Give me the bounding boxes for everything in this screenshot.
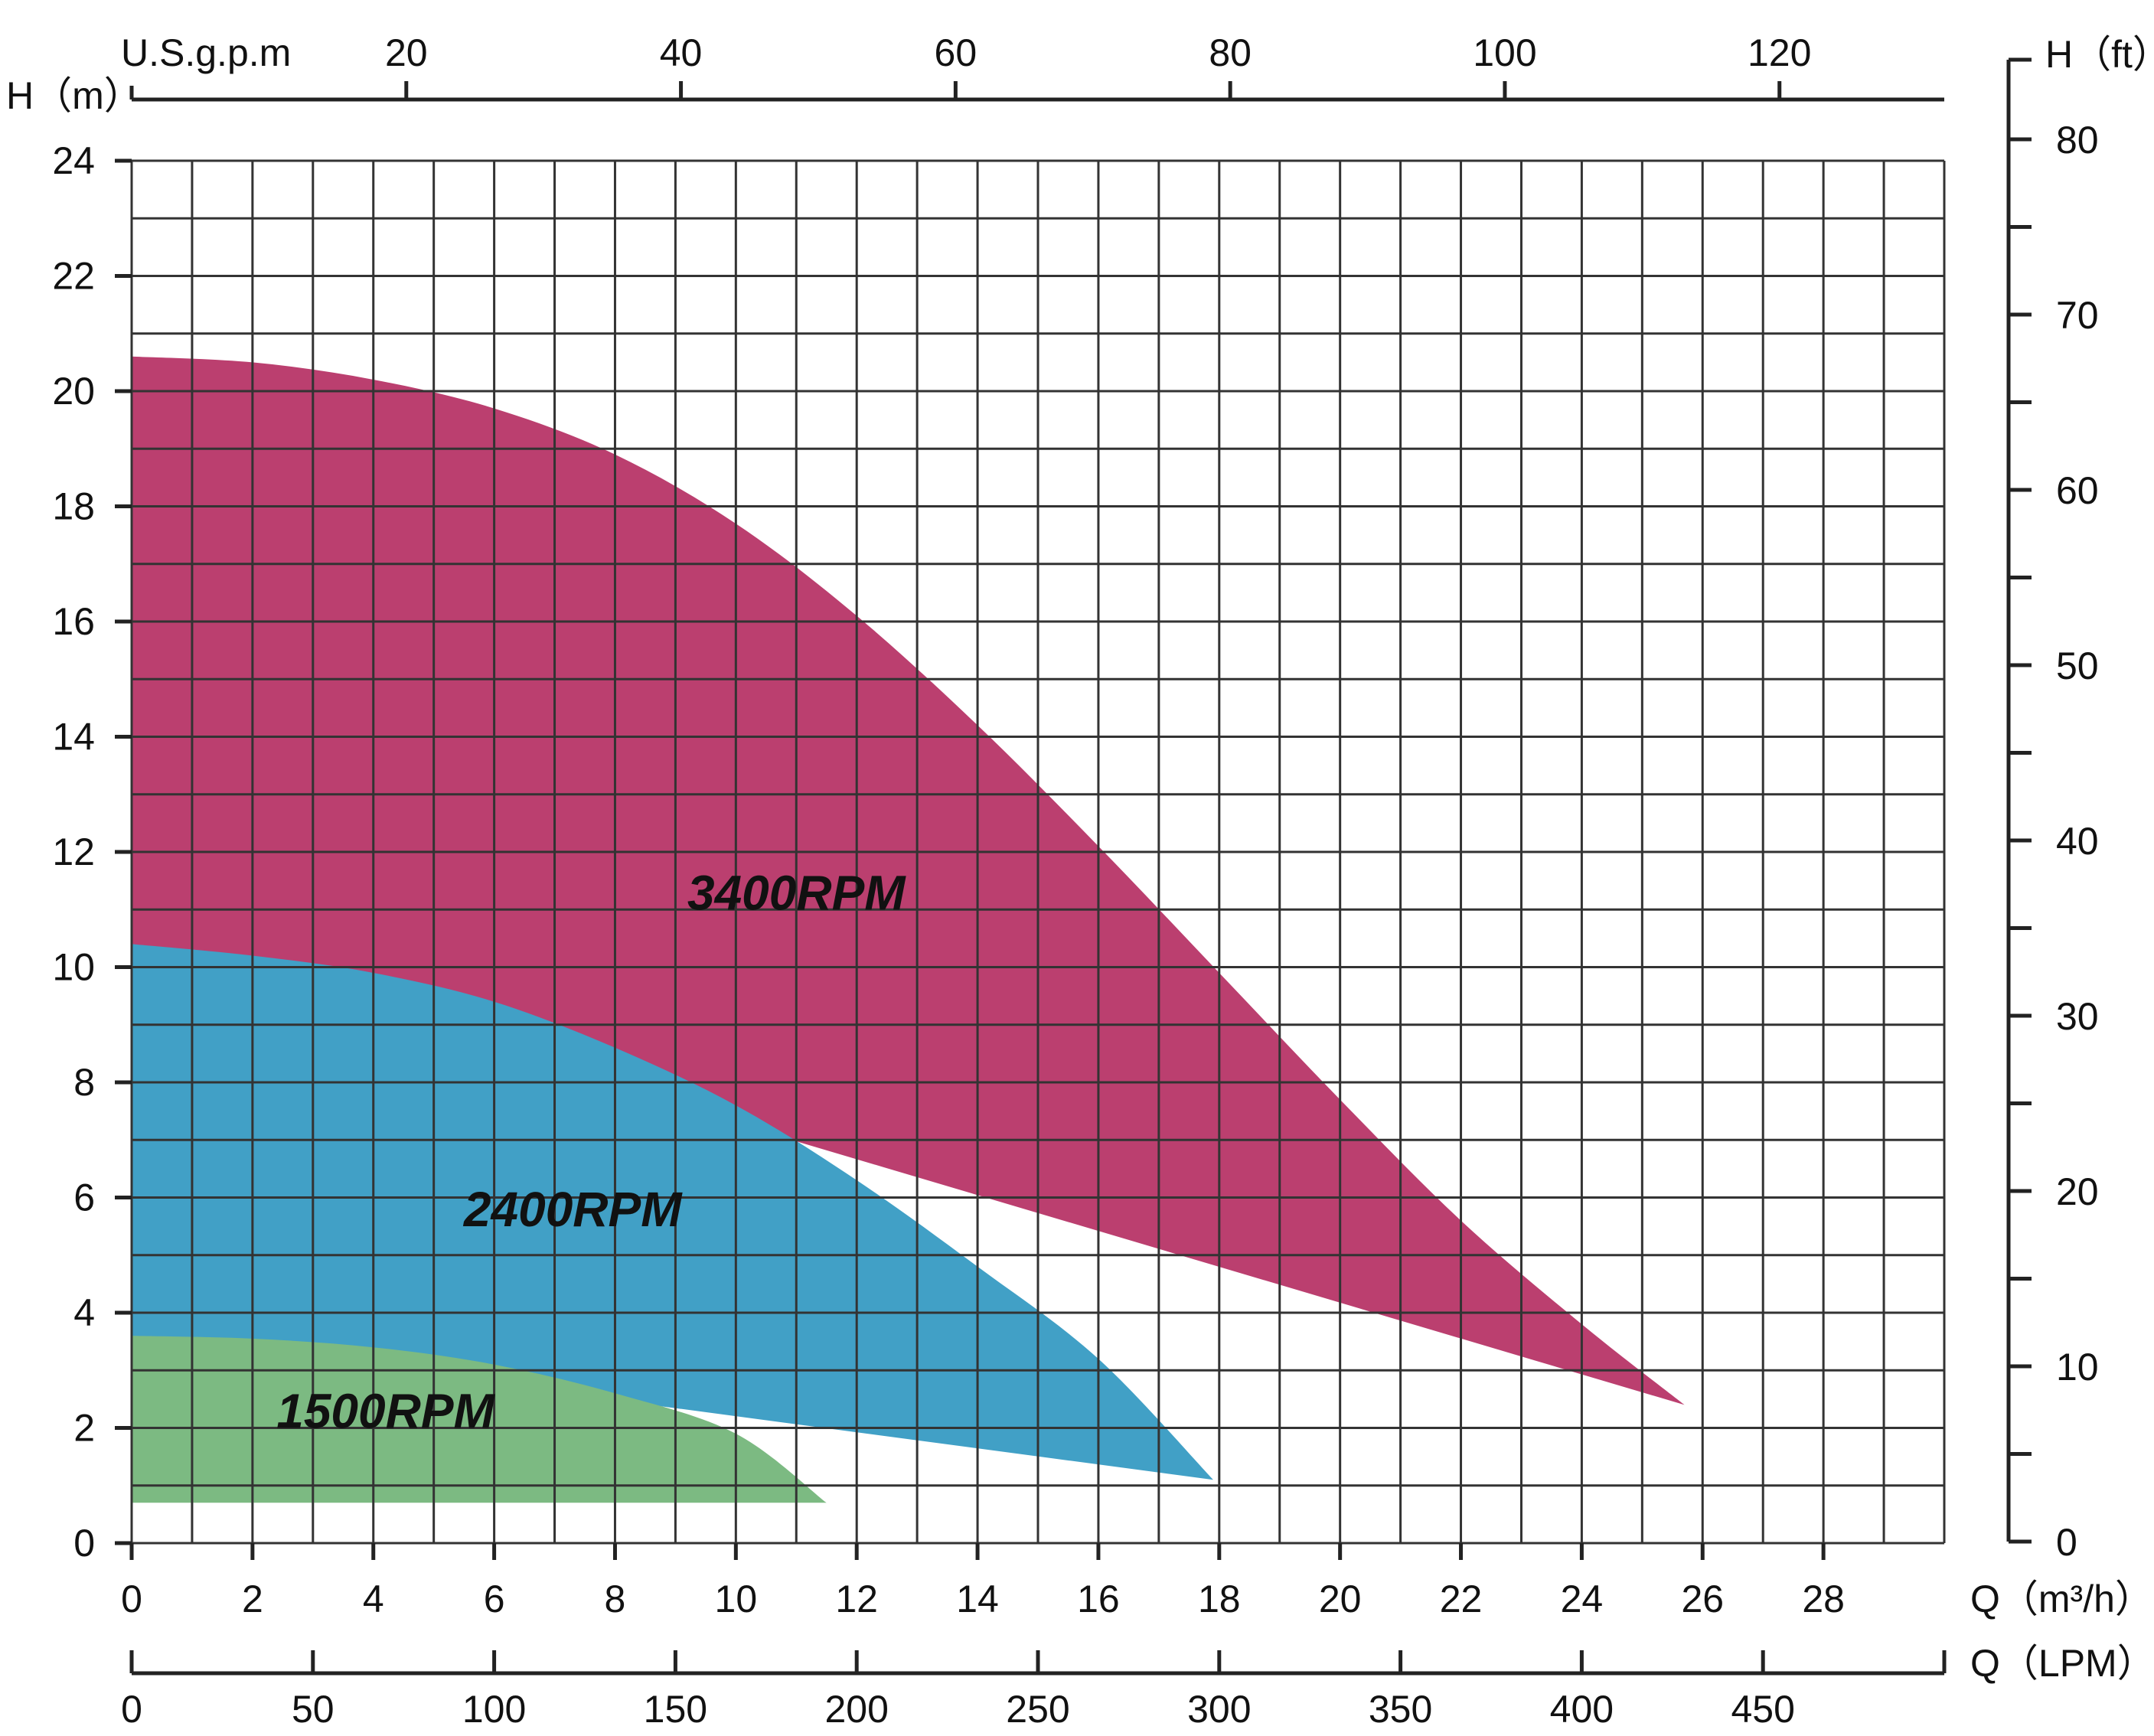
lpm-axis-tick-label: 100 <box>462 1688 526 1731</box>
gpm-axis-tick-label: 20 <box>385 31 428 74</box>
series-label-3400rpm: 3400RPM <box>687 865 906 920</box>
lpm-axis-tick-label: 50 <box>292 1688 335 1731</box>
left-axis-tick-label: 4 <box>73 1291 95 1334</box>
left-axis-tick-label: 18 <box>52 485 95 528</box>
gpm-axis-tick-label: 80 <box>1209 31 1252 74</box>
left-axis-tick-label: 0 <box>73 1522 95 1565</box>
lpm-axis-tick-label: 0 <box>121 1688 142 1731</box>
left-axis-tick-label: 2 <box>73 1407 95 1450</box>
gpm-axis-tick-label: 100 <box>1473 31 1536 74</box>
lpm-axis-tick-label: 450 <box>1731 1688 1794 1731</box>
ft-axis-tick-label: 0 <box>2056 1521 2077 1564</box>
lpm-axis-tick-label: 250 <box>1006 1688 1069 1731</box>
performance-areas <box>132 356 1685 1503</box>
left-axis-tick-label: 10 <box>52 946 95 989</box>
ft-axis-tick-label: 70 <box>2056 294 2099 337</box>
bottom-axis-tick-label: 8 <box>605 1578 626 1620</box>
lpm-axis-tick-label: 300 <box>1187 1688 1251 1731</box>
gpm-axis-tick-label: 60 <box>935 31 977 74</box>
ft-axis-tick-label: 10 <box>2056 1346 2099 1388</box>
right-axis-title: H（ft） <box>2045 33 2154 76</box>
bottom-axis-tick-label: 4 <box>363 1578 384 1620</box>
left-axis-tick-label: 8 <box>73 1061 95 1104</box>
left-axis-tick-label: 14 <box>52 716 95 759</box>
bottom-axis-tick-label: 14 <box>956 1578 999 1620</box>
area-1500rpm <box>132 1336 827 1503</box>
bottom-axis-tick-label: 0 <box>121 1578 142 1620</box>
gpm-axis-tick-label: 40 <box>660 31 703 74</box>
ft-axis-tick-label: 80 <box>2056 119 2099 162</box>
bottom-axis-tick-label: 22 <box>1440 1578 1483 1620</box>
lpm-axis-tick-label: 150 <box>644 1688 707 1731</box>
ft-axis-tick-label: 60 <box>2056 469 2099 512</box>
left-axis-tick-label: 22 <box>52 255 95 298</box>
chart-grid <box>130 159 1946 1545</box>
bottom-axis-tick-label: 2 <box>242 1578 263 1620</box>
lpm-axis-tick-label: 350 <box>1369 1688 1432 1731</box>
ft-axis-tick-label: 40 <box>2056 820 2099 863</box>
area-2400rpm <box>132 944 1213 1480</box>
lpm-axis-tick-label: 400 <box>1550 1688 1614 1731</box>
left-axis-tick-label: 24 <box>52 139 95 182</box>
bottom-axis-tick-label: 28 <box>1802 1578 1845 1620</box>
left-axis-tick-label: 6 <box>73 1176 95 1219</box>
gpm-axis-tick-label: 120 <box>1748 31 1811 74</box>
series-labels: 3400RPM 2400RPM 1500RPM <box>276 865 906 1438</box>
left-axis-tick-label: 20 <box>52 370 95 413</box>
left-axis-tick-label: 12 <box>52 830 95 873</box>
area-3400rpm <box>132 356 1685 1405</box>
top-axis-title: U.S.g.p.m <box>121 31 291 74</box>
bottom-axis-tick-label: 6 <box>484 1578 505 1620</box>
left-axis-tick-label: 16 <box>52 600 95 643</box>
bottom2-axis-title: Q（LPM） <box>1970 1642 2154 1685</box>
ft-axis-tick-label: 30 <box>2056 995 2099 1038</box>
series-label-2400rpm: 2400RPM <box>463 1182 683 1237</box>
bottom-axis-title: Q（m³/h） <box>1970 1578 2153 1620</box>
bottom-axis-tick-label: 16 <box>1077 1578 1120 1620</box>
lpm-axis-tick-label: 200 <box>824 1688 888 1731</box>
bottom-axis-tick-label: 20 <box>1319 1578 1362 1620</box>
bottom-axis-tick-label: 10 <box>715 1578 758 1620</box>
ft-axis-tick-label: 50 <box>2056 644 2099 687</box>
bottom-axis-tick-label: 24 <box>1561 1578 1604 1620</box>
ft-axis-tick-label: 20 <box>2056 1170 2099 1213</box>
series-label-1500rpm: 1500RPM <box>276 1384 495 1439</box>
left-axis-title: H（m） <box>6 74 142 117</box>
bottom-axis-tick-label: 26 <box>1681 1578 1724 1620</box>
bottom-axis-tick-label: 12 <box>835 1578 878 1620</box>
bottom-axis-tick-label: 18 <box>1198 1578 1241 1620</box>
